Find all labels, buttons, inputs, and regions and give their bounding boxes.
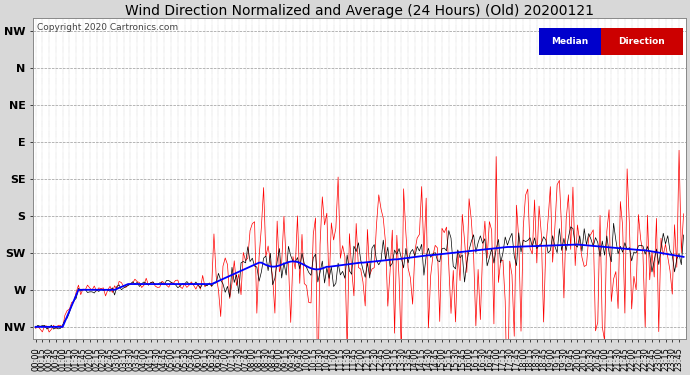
Text: Median: Median	[551, 37, 589, 46]
Title: Wind Direction Normalized and Average (24 Hours) (Old) 20200121: Wind Direction Normalized and Average (2…	[125, 4, 594, 18]
FancyBboxPatch shape	[539, 28, 601, 55]
Text: Copyright 2020 Cartronics.com: Copyright 2020 Cartronics.com	[37, 23, 178, 32]
Text: Direction: Direction	[618, 37, 665, 46]
FancyBboxPatch shape	[601, 28, 682, 55]
